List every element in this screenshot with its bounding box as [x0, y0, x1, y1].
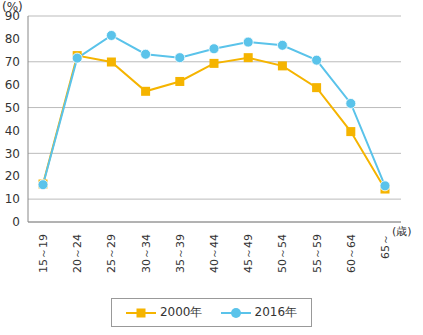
html-text:2016年: 2016年 [254, 305, 297, 319]
svg-text:65～: 65～ [379, 234, 392, 259]
svg-text:60～64: 60～64 [345, 234, 358, 273]
svg-text:35～39: 35～39 [174, 234, 187, 273]
svg-text:20～24: 20～24 [71, 234, 84, 273]
html-text:2000年: 2000年 [160, 305, 203, 319]
svg-text:70: 70 [8, 55, 20, 69]
svg-text:30～34: 30～34 [140, 234, 153, 273]
svg-text:15～19: 15～19 [37, 234, 50, 273]
svg-text:10: 10 [8, 192, 20, 206]
svg-text:0: 0 [12, 215, 20, 229]
svg-text:60: 60 [8, 78, 20, 92]
svg-text:45～49: 45～49 [242, 234, 255, 273]
svg-text:25～29: 25～29 [105, 234, 118, 273]
svg-text:80: 80 [8, 32, 20, 46]
svg-text:20: 20 [8, 169, 20, 183]
svg-text:50～54: 50～54 [276, 234, 289, 273]
svg-text:55～59: 55～59 [311, 234, 324, 273]
svg-text:30: 30 [8, 147, 20, 161]
svg-text:50: 50 [8, 101, 20, 115]
html-text:(歳): (歳) [392, 225, 412, 238]
svg-text:40～44: 40～44 [208, 234, 221, 273]
svg-text:40: 40 [8, 124, 20, 138]
